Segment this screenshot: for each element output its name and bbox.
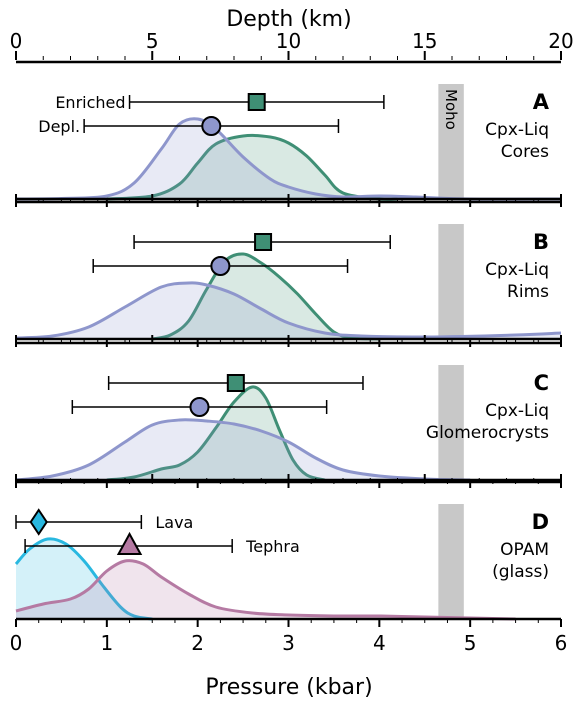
moho-band xyxy=(438,84,464,199)
depth-tick-label: 0 xyxy=(10,29,23,53)
panel-d: Lava Tephra D OPAM(glass) xyxy=(14,474,562,627)
pressure-tick-label: 2 xyxy=(191,631,204,655)
density-area-depl xyxy=(16,282,561,339)
panel-letter: D xyxy=(532,510,549,534)
panel-letter: B xyxy=(533,230,549,254)
pressure-axis: 0 1 2 3 4 5 6 xyxy=(10,631,568,655)
series-label: Depl. xyxy=(38,117,80,136)
density-curve-enriched xyxy=(106,385,326,482)
mean-marker-enriched xyxy=(226,374,245,392)
panel-label-line: Cpx-Liq xyxy=(485,260,549,280)
panel-label-line: Rims xyxy=(507,282,549,302)
moho-label: Moho xyxy=(442,89,460,130)
density-curve-depl xyxy=(15,281,562,340)
density-curve-depl xyxy=(15,117,562,201)
mean-marker-tephra xyxy=(116,531,143,555)
density-curve-tephra xyxy=(15,559,516,621)
density-area-enriched xyxy=(152,253,380,339)
panel-label-line: Cpx-Liq xyxy=(485,401,549,421)
series-label: Tephra xyxy=(245,537,300,556)
pressure-tick-label: 1 xyxy=(100,631,113,655)
density-area-enriched xyxy=(106,135,398,200)
moho-band xyxy=(438,224,464,339)
mean-marker-depl xyxy=(189,397,210,417)
depth-tick-label: 5 xyxy=(146,29,159,53)
mean-marker-depl xyxy=(201,116,222,136)
mean-marker-enriched xyxy=(247,93,266,111)
density-curve-enriched xyxy=(106,133,398,201)
moho-band xyxy=(438,365,464,480)
density-area-lava xyxy=(16,538,153,619)
panel-label-line: Cpx-Liq xyxy=(485,120,549,140)
depth-axis: 0 5 10 15 20 xyxy=(10,29,574,60)
mean-marker-depl xyxy=(210,256,231,276)
series-label: Enriched xyxy=(55,93,125,112)
panel-label-line: Glomerocrysts xyxy=(426,423,549,443)
panel-label-line: Cores xyxy=(501,142,549,162)
panel-letter: A xyxy=(533,90,550,114)
moho-band xyxy=(438,504,464,619)
pressure-tick-label: 4 xyxy=(373,631,386,655)
mean-marker-lava xyxy=(29,508,48,536)
density-curve-enriched xyxy=(151,252,380,341)
depth-tick-label: 10 xyxy=(276,29,301,53)
panel-letter: C xyxy=(534,371,549,395)
density-area-tephra xyxy=(16,560,516,619)
panels-group: MohoEnrichedDepl.ACpx-LiqCoresBCpx-LiqRi… xyxy=(14,60,562,627)
pressure-tick-label: 5 xyxy=(464,631,477,655)
pressure-tick-label: 3 xyxy=(282,631,295,655)
density-area-depl xyxy=(16,118,561,200)
mean-marker-enriched xyxy=(254,233,273,251)
series-label: Lava xyxy=(155,513,193,532)
density-curve-depl xyxy=(15,418,471,482)
panel-label-line: OPAM xyxy=(500,540,549,560)
pressure-tick-label: 0 xyxy=(10,631,23,655)
depth-tick-label: 20 xyxy=(548,29,573,53)
pressure-axis-title: Pressure (kbar) xyxy=(205,675,372,700)
depth-tick-label: 15 xyxy=(412,29,437,53)
depth-axis-title: Depth (km) xyxy=(226,7,351,32)
panel-label-line: (glass) xyxy=(492,562,549,582)
pressure-tick-label: 6 xyxy=(555,631,568,655)
density-area-depl xyxy=(16,419,471,480)
